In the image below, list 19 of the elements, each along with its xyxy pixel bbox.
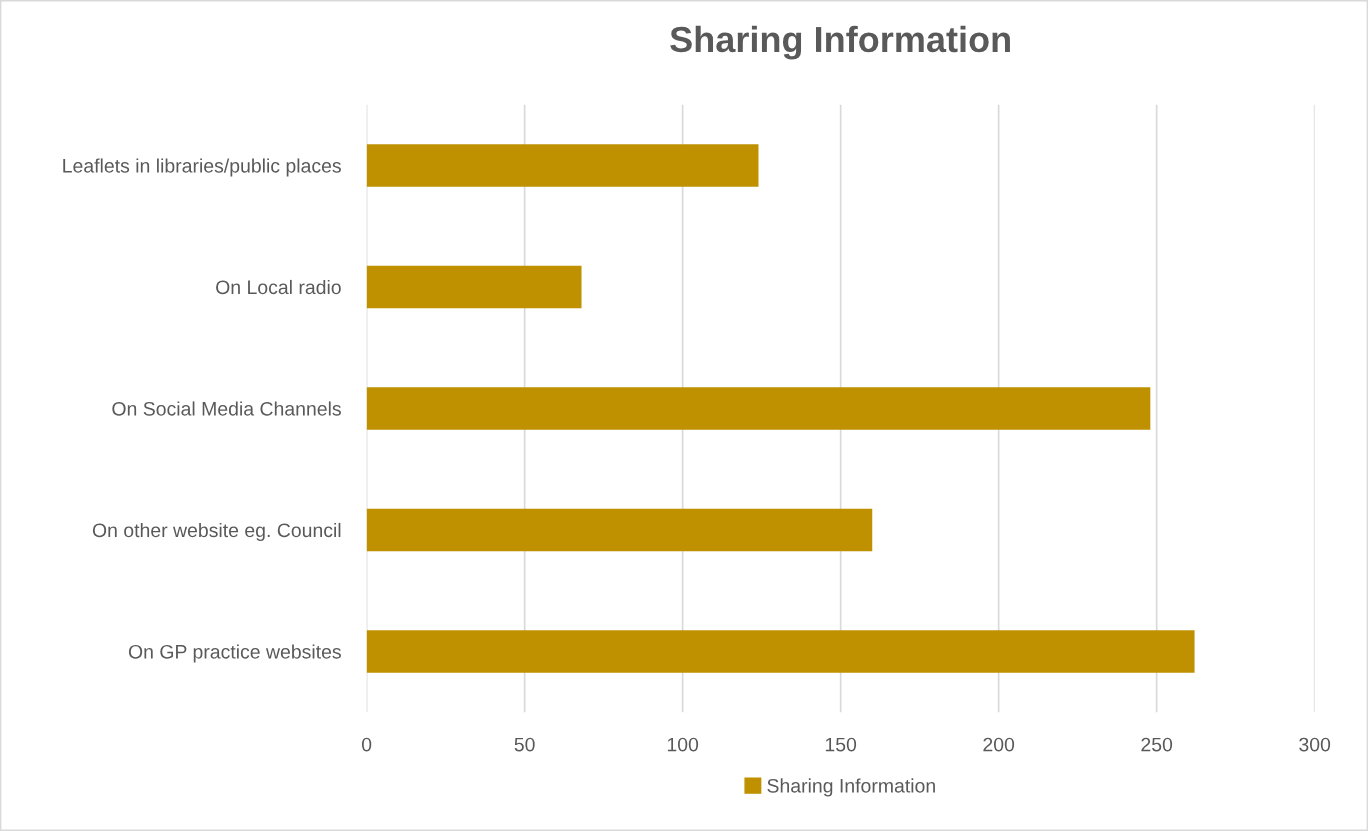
x-tick-label: 100: [667, 737, 699, 752]
y-tick-label: On GP practice websites: [128, 644, 341, 663]
bar: [366, 630, 1195, 673]
x-tick-label: 150: [825, 737, 857, 752]
chart-title: Sharing Information: [670, 25, 1010, 60]
x-tick-label: 200: [983, 737, 1015, 752]
bar: [366, 387, 1151, 430]
y-tick-label: Leaflets in libraries/public places: [63, 158, 341, 177]
legend-label: Sharing Information: [767, 778, 935, 797]
y-tick-label: On Local radio: [216, 279, 341, 295]
x-tick-label: 250: [1141, 737, 1173, 752]
y-tick-label: On other website eg. Council: [92, 522, 341, 542]
y-tick-label: On Social Media Channels: [112, 401, 341, 416]
bar: [366, 144, 759, 187]
bar: [366, 508, 873, 552]
x-tick-label: 300: [1299, 737, 1331, 752]
x-tick-label: 50: [514, 737, 535, 752]
x-tick-label: 0: [361, 737, 372, 752]
bar: [366, 265, 582, 309]
